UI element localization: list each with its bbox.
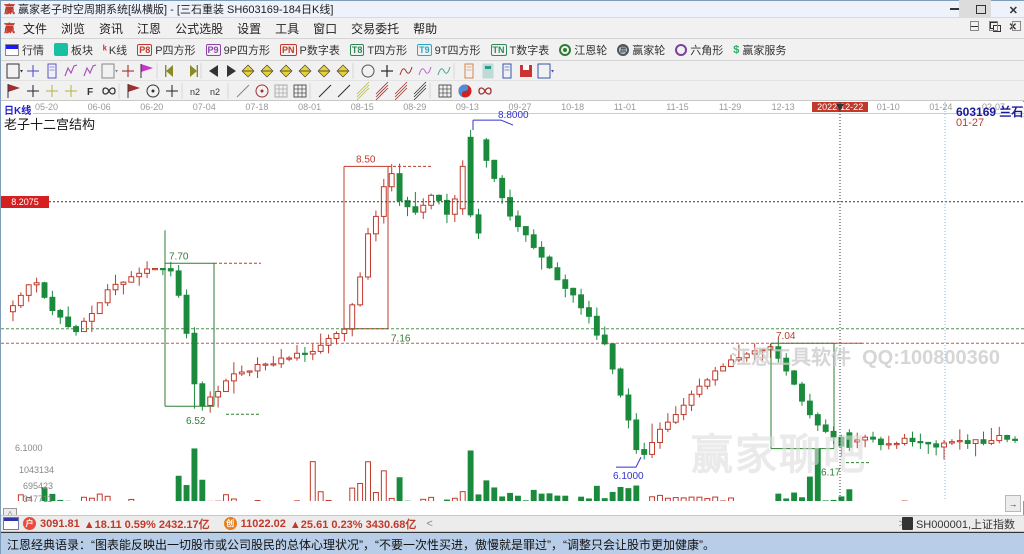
svg-text:n2: n2 xyxy=(210,87,220,97)
svg-text:F: F xyxy=(87,87,93,98)
svg-text:n2: n2 xyxy=(190,87,200,97)
